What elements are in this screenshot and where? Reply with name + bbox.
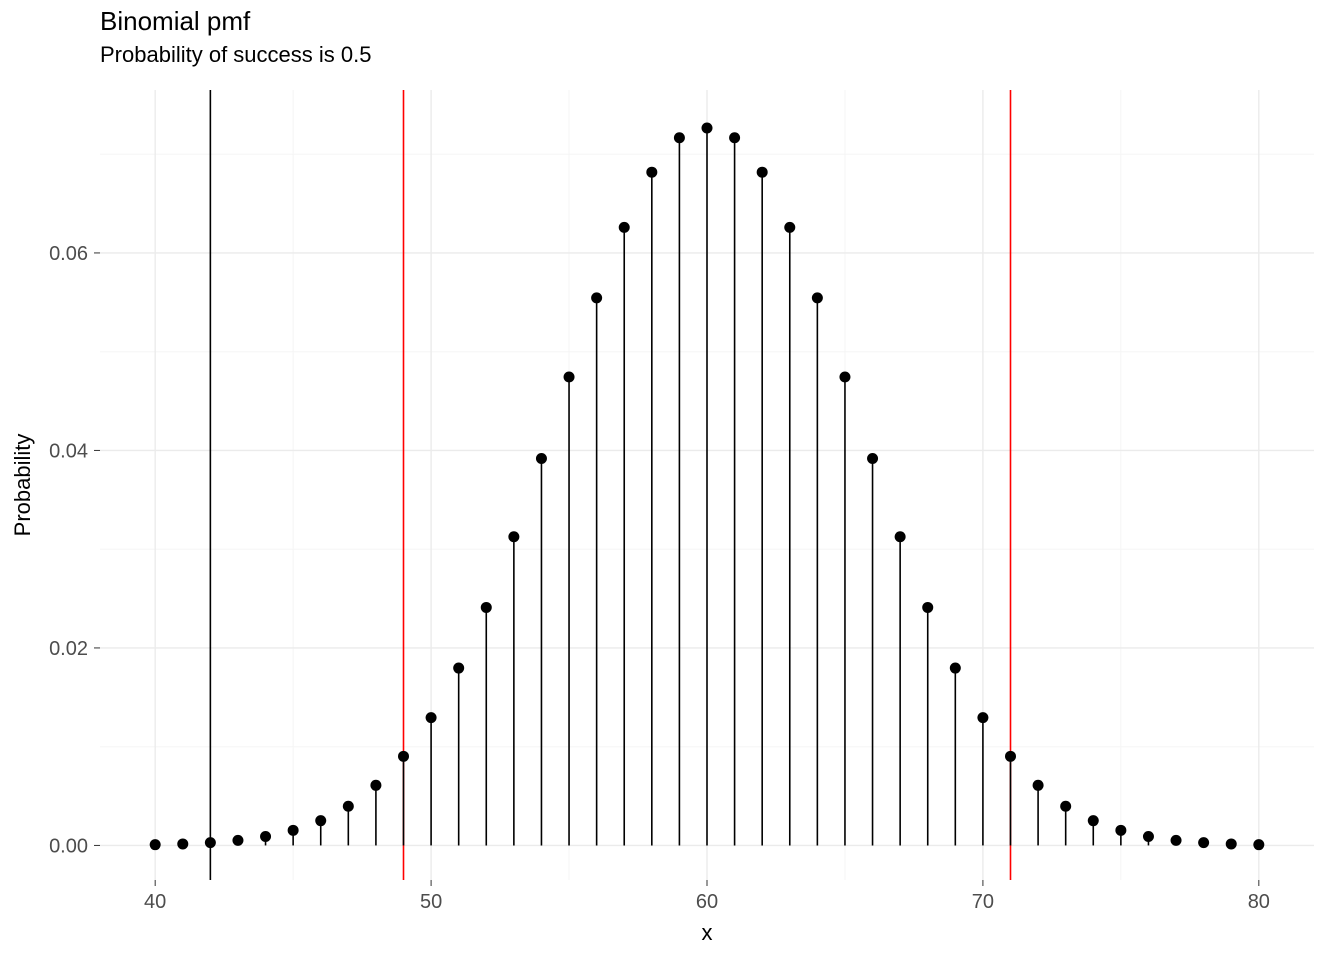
y-axis-label: Probability xyxy=(10,434,35,537)
data-point xyxy=(1253,839,1264,850)
data-point xyxy=(729,132,740,143)
data-point xyxy=(370,780,381,791)
data-point xyxy=(591,292,602,303)
data-point xyxy=(564,372,575,383)
data-point xyxy=(205,837,216,848)
data-point xyxy=(1060,801,1071,812)
chart-container: Binomial pmf Probability of success is 0.… xyxy=(0,0,1344,960)
data-point xyxy=(702,123,713,134)
data-point xyxy=(1115,825,1126,836)
data-point xyxy=(1143,831,1154,842)
data-point xyxy=(398,751,409,762)
data-point xyxy=(1033,780,1044,791)
chart-subtitle: Probability of success is 0.5 xyxy=(100,42,371,67)
data-point xyxy=(1198,837,1209,848)
x-tick-label: 80 xyxy=(1248,891,1270,913)
chart-title: Binomial pmf xyxy=(100,6,251,36)
data-point xyxy=(150,839,161,850)
data-point xyxy=(481,602,492,613)
data-point xyxy=(950,663,961,674)
x-tick-label: 40 xyxy=(144,891,166,913)
data-point xyxy=(1226,838,1237,849)
data-point xyxy=(288,825,299,836)
data-point xyxy=(426,712,437,723)
x-tick-label: 70 xyxy=(972,891,994,913)
y-tick-label: 0.00 xyxy=(49,835,88,857)
x-axis-label: x xyxy=(702,920,713,945)
data-point xyxy=(177,838,188,849)
data-point xyxy=(453,663,464,674)
plot-panel xyxy=(100,90,1314,880)
data-point xyxy=(646,167,657,178)
data-point xyxy=(1088,815,1099,826)
data-point xyxy=(784,222,795,233)
x-tick-label: 50 xyxy=(420,891,442,913)
data-point xyxy=(1005,751,1016,762)
data-point xyxy=(812,292,823,303)
y-tick-label: 0.06 xyxy=(49,243,88,265)
data-point xyxy=(839,372,850,383)
data-point xyxy=(895,531,906,542)
data-point xyxy=(674,132,685,143)
data-point xyxy=(922,602,933,613)
data-point xyxy=(977,712,988,723)
data-point xyxy=(867,453,878,464)
y-tick-label: 0.04 xyxy=(49,440,88,462)
x-tick-label: 60 xyxy=(696,891,718,913)
data-point xyxy=(343,801,354,812)
y-tick-label: 0.02 xyxy=(49,638,88,660)
data-point xyxy=(315,815,326,826)
data-point xyxy=(260,831,271,842)
data-point xyxy=(536,453,547,464)
data-point xyxy=(232,835,243,846)
binomial-pmf-chart: Binomial pmf Probability of success is 0.… xyxy=(0,0,1344,960)
data-point xyxy=(619,222,630,233)
data-point xyxy=(757,167,768,178)
data-point xyxy=(1171,835,1182,846)
data-point xyxy=(508,531,519,542)
